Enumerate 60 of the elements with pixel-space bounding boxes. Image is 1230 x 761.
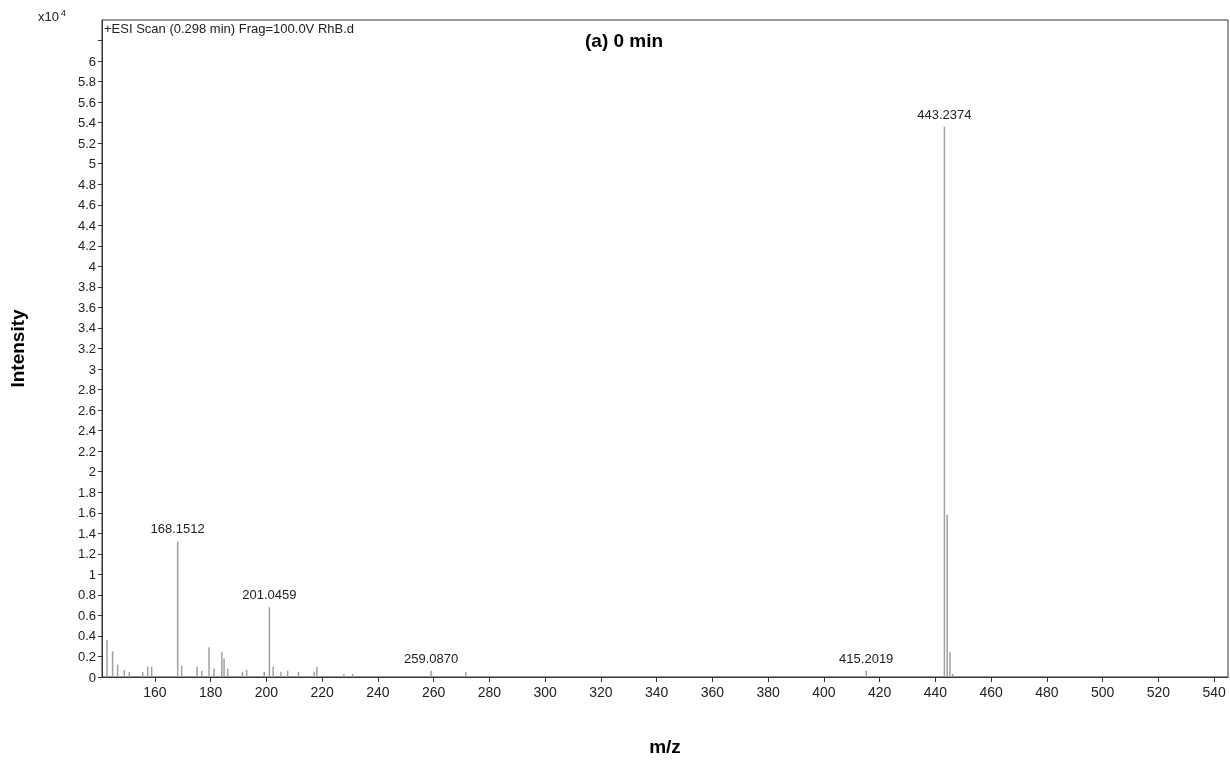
y-tick-label: 5.8: [77, 74, 96, 90]
x-tick-label: 440: [923, 684, 948, 700]
y-tick-label: 2: [88, 464, 96, 480]
x-tick-label: 240: [366, 684, 390, 700]
y-tick-label: 1.6: [77, 505, 96, 521]
x-tick-label: 300: [533, 684, 558, 700]
annotation: 443.2374: [917, 106, 972, 122]
x-tick-label: 400: [812, 684, 836, 700]
x-tick-label: 360: [700, 684, 725, 700]
y-tick-label: 1.8: [77, 484, 96, 500]
x-tick-label: 480: [1035, 684, 1059, 700]
y-tick-label: 2.2: [77, 443, 96, 459]
y-axis-title: Intensity: [7, 309, 28, 388]
y-tick-label: 4: [88, 258, 96, 274]
y-tick-label: 1: [88, 566, 96, 582]
y-tick-label: 5.4: [77, 115, 96, 131]
annotation: 168.1512: [150, 521, 205, 537]
x-tick-label: 280: [477, 684, 502, 700]
y-tick-label: 4.8: [77, 176, 96, 192]
y-tick-label: 5.6: [77, 94, 96, 110]
y-tick-label: 4.4: [77, 217, 96, 233]
x-tick-label: 200: [254, 684, 279, 700]
annotation: 259.0870: [404, 650, 459, 666]
y-tick-label: 3.8: [77, 279, 96, 295]
y-tick-label: 0.4: [77, 628, 96, 644]
annotation: +ESI Scan (0.298 min) Frag=100.0V RhB.d: [104, 21, 355, 36]
y-tick-label: 1.4: [77, 525, 96, 541]
x-axis-title: m/z: [649, 736, 681, 757]
x-tick-label: 260: [421, 684, 446, 700]
x-tick-label: 520: [1146, 684, 1171, 700]
y-tick-label: 4.2: [77, 238, 96, 254]
x-tick-label: 220: [310, 684, 335, 700]
y-tick-label: 0: [88, 669, 96, 685]
y-tick-label: 3.2: [77, 341, 96, 356]
y-tick-label: 0.8: [77, 587, 96, 603]
y-tick-label: 6: [88, 53, 96, 69]
x-tick-label: 460: [979, 684, 1003, 700]
y-tick-label: 2.6: [77, 402, 96, 418]
y-tick-label: 1.2: [77, 546, 96, 562]
y-tick-label: 2.4: [77, 423, 96, 439]
annotation: 201.0459: [242, 587, 297, 603]
y-tick-label: 3.4: [77, 320, 96, 336]
x-tick-label: 380: [756, 684, 781, 700]
x-tick-label: 540: [1202, 684, 1226, 700]
x-tick-label: 160: [143, 684, 167, 700]
x-tick-label: 320: [589, 684, 613, 700]
x-tick-label: 420: [867, 684, 892, 700]
y-tick-label: 5.2: [77, 135, 96, 151]
text: (a) 0 min: [585, 30, 664, 51]
y-tick-label: 3.6: [77, 299, 96, 315]
x-tick-label: 340: [644, 684, 669, 700]
y-tick-label: 2.8: [77, 382, 96, 398]
x-tick-label: 500: [1090, 684, 1115, 700]
y-tick-label: 0.2: [77, 648, 96, 664]
y-tick-label: 0.6: [77, 607, 96, 623]
y-tick-label: 4.6: [77, 197, 96, 213]
x-tick-label: 180: [199, 684, 223, 700]
y-tick-label: 5: [88, 156, 96, 172]
annotation: 415.2019: [839, 650, 894, 666]
y-tick-label: 3: [88, 361, 96, 377]
